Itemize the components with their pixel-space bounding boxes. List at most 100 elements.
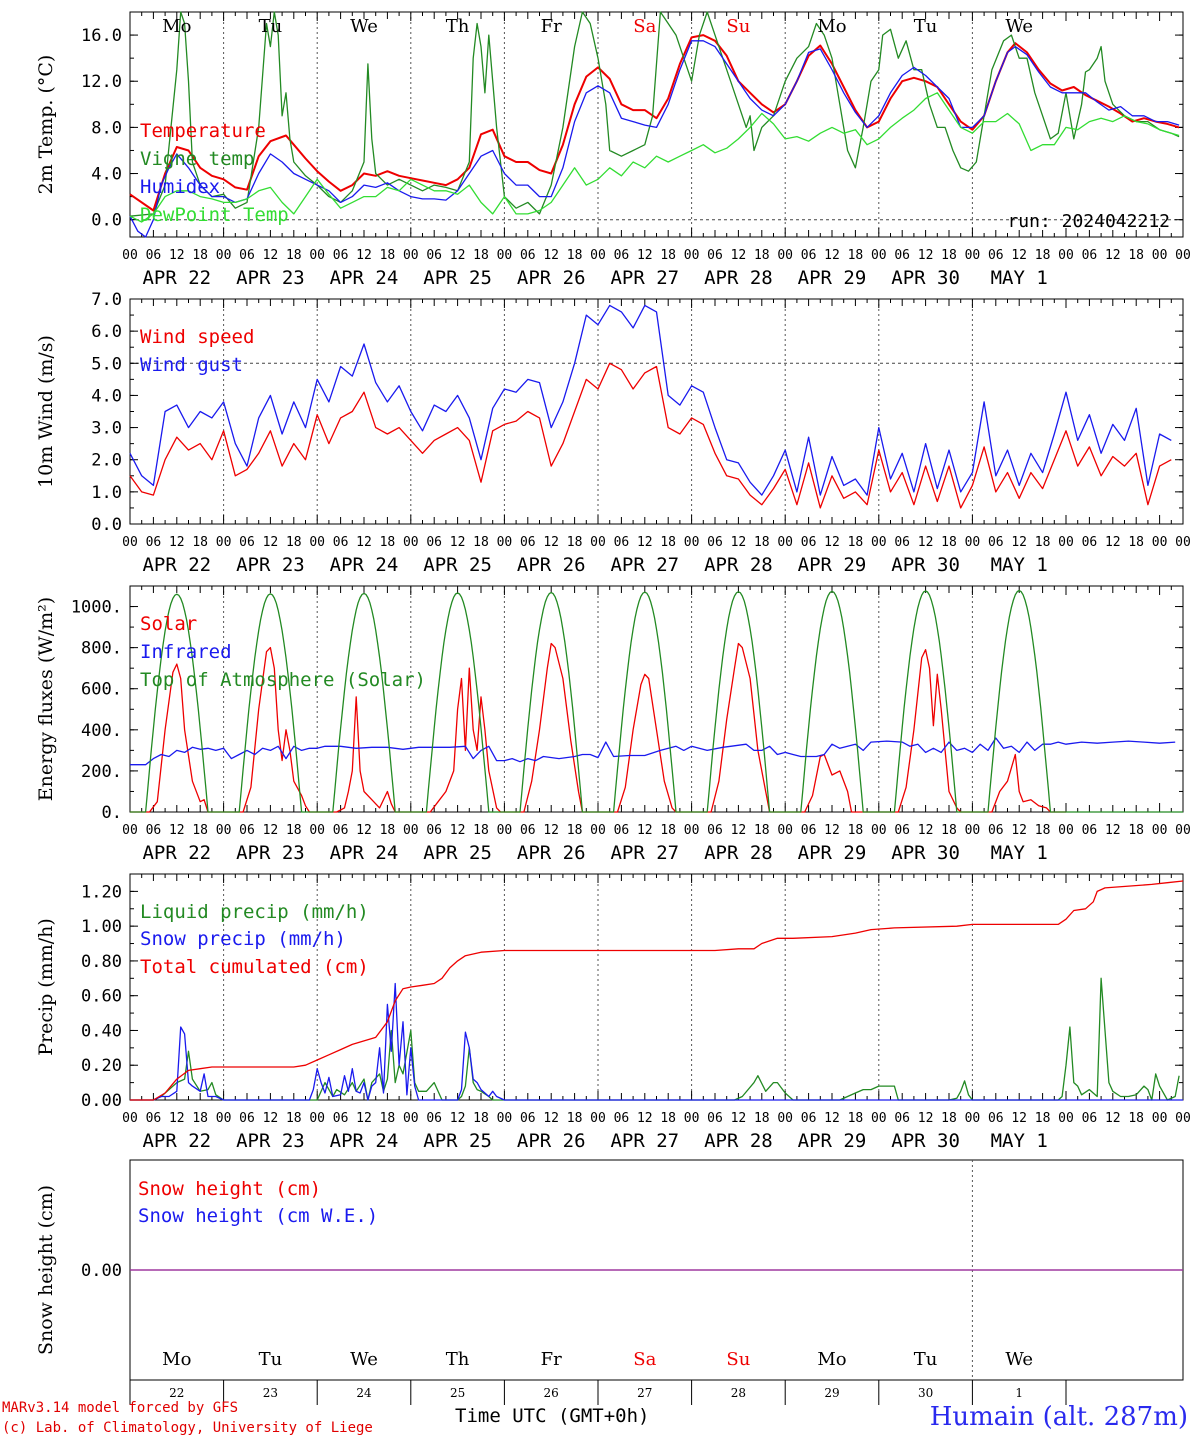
date-label: APR 25 [423,267,492,289]
hour-tick-label: 00 [684,823,700,838]
day-name-label: We [1005,1349,1033,1370]
y-tick-label: 3.0 [91,419,122,439]
hour-tick-label: 06 [707,535,723,550]
date-label: APR 28 [704,267,773,289]
hour-tick-label: 06 [146,535,162,550]
hour-tick-label: 06 [894,535,910,550]
hour-tick-label: 18 [286,1111,302,1126]
hour-tick-label: 18 [286,823,302,838]
hour-tick-label: 00 [1152,823,1168,838]
hour-tick-label: 06 [614,535,630,550]
date-label: MAY 1 [991,842,1048,864]
date-label: MAY 1 [991,554,1048,576]
date-label: APR 25 [423,1130,492,1152]
legend-entry: Humidex [140,176,220,198]
hour-tick-label: 18 [754,823,770,838]
hour-tick-label: 06 [894,823,910,838]
hour-tick-label: 00 [1058,823,1074,838]
date-label: APR 24 [330,1130,399,1152]
day-name-label: Fr [541,1349,562,1370]
hour-tick-label: 06 [239,1111,255,1126]
hour-tick-label: 12 [263,1111,279,1126]
hour-tick-label: 18 [286,248,302,263]
hour-tick-label: 00 [1175,535,1191,550]
hour-tick-label: 00 [965,1111,981,1126]
hour-tick-label: 12 [263,823,279,838]
hour-tick-label: 12 [543,1111,559,1126]
y-axis-label: 10m Wind (m/s) [35,335,57,488]
hour-tick-label: 12 [918,823,934,838]
y-tick-label: 0.60 [81,987,122,1007]
y-tick-label: 0.80 [81,952,122,972]
hour-tick-label: 12 [1105,248,1121,263]
hour-tick-label: 00 [684,248,700,263]
y-tick-label: 800. [81,639,122,659]
hour-tick-label: 18 [1035,248,1051,263]
hour-tick-label: 12 [637,535,653,550]
hour-tick-label: 12 [824,823,840,838]
hour-tick-label: 06 [1082,823,1098,838]
hour-tick-label: 12 [637,1111,653,1126]
hour-tick-label: 00 [1175,248,1191,263]
hour-tick-label: 00 [1152,248,1168,263]
hour-tick-label: 00 [403,248,419,263]
hour-tick-label: 06 [239,248,255,263]
hour-tick-label: 06 [333,1111,349,1126]
hour-tick-label: 06 [333,248,349,263]
day-number-label: 29 [824,1386,839,1400]
hour-tick-label: 00 [122,248,138,263]
hour-tick-label: 18 [567,535,583,550]
date-label: APR 30 [891,554,960,576]
day-name-label: Su [726,1349,750,1370]
date-label: APR 29 [798,842,867,864]
day-name-label: Sa [633,1349,656,1370]
hour-tick-label: 00 [590,248,606,263]
hour-tick-label: 00 [497,248,513,263]
legend-entry: Solar [140,613,197,635]
hour-tick-label: 12 [1011,823,1027,838]
hour-tick-label: 12 [356,823,372,838]
hour-tick-label: 06 [520,823,536,838]
day-name-label: Tu [914,16,938,37]
hour-tick-label: 06 [707,248,723,263]
hour-tick-label: 12 [543,248,559,263]
hour-tick-label: 18 [473,535,489,550]
hour-tick-label: 12 [450,1111,466,1126]
hour-tick-label: 12 [169,823,185,838]
hour-tick-label: 00 [1058,1111,1074,1126]
hour-tick-label: 18 [660,1111,676,1126]
hour-tick-label: 00 [122,535,138,550]
hour-tick-label: 06 [1082,535,1098,550]
hour-tick-label: 18 [848,248,864,263]
hour-tick-label: 06 [146,823,162,838]
hour-tick-label: 00 [309,823,325,838]
hour-tick-label: 00 [871,1111,887,1126]
hour-tick-label: 06 [614,823,630,838]
hour-tick-label: 18 [660,248,676,263]
hour-tick-label: 00 [1175,1111,1191,1126]
day-number-label: 23 [263,1386,278,1400]
hour-tick-label: 00 [216,1111,232,1126]
day-number-label: 25 [450,1386,465,1400]
legend-entry: Vigne temp [140,148,254,170]
hour-tick-label: 18 [848,823,864,838]
series-line [129,40,1180,238]
hour-tick-label: 00 [403,823,419,838]
day-name-label: Tu [259,16,283,37]
y-tick-label: 0. [102,803,122,823]
hour-tick-label: 18 [567,823,583,838]
y-axis-label: Precip (mm/h) [35,918,57,1056]
hour-tick-label: 06 [988,1111,1004,1126]
series-line [129,11,1180,217]
hour-tick-label: 18 [286,535,302,550]
date-label: APR 23 [236,554,305,576]
date-label: APR 26 [517,267,586,289]
date-label: APR 24 [330,842,399,864]
hour-tick-label: 06 [239,535,255,550]
date-label: MAY 1 [991,1130,1048,1152]
hour-tick-label: 06 [801,1111,817,1126]
date-label: APR 28 [704,842,773,864]
hour-tick-label: 06 [801,535,817,550]
date-label: APR 25 [423,842,492,864]
day-number-label: 27 [637,1386,652,1400]
